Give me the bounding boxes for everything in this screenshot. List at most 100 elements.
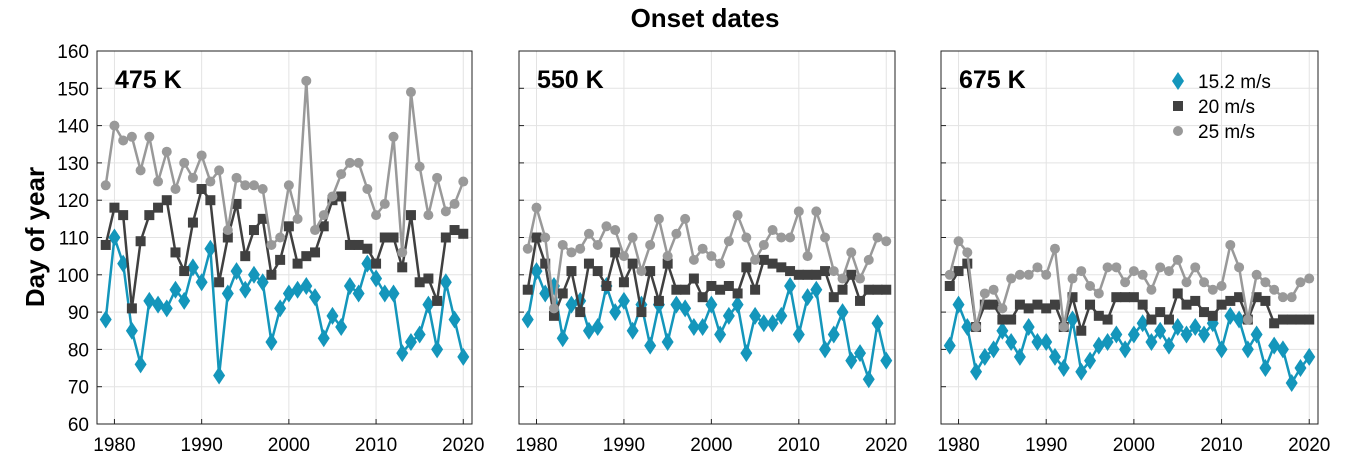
x-tick-label: 2020: [1288, 435, 1330, 456]
marker: [944, 280, 955, 291]
y-tick-label: 120: [57, 191, 89, 212]
marker: [1013, 347, 1026, 366]
marker: [317, 329, 330, 348]
marker: [169, 280, 182, 299]
marker: [1172, 254, 1183, 265]
marker: [247, 265, 260, 284]
marker: [679, 299, 692, 318]
marker: [423, 210, 434, 221]
marker: [610, 247, 621, 258]
marker: [240, 251, 251, 262]
marker: [195, 273, 208, 292]
marker: [801, 288, 814, 307]
marker: [548, 303, 559, 314]
x-tick-label: 1990: [1025, 435, 1067, 456]
marker: [997, 314, 1008, 325]
marker: [609, 303, 622, 322]
marker: [1242, 314, 1253, 325]
marker: [557, 288, 568, 299]
marker: [248, 225, 259, 236]
marker: [749, 306, 762, 325]
marker: [153, 202, 164, 213]
panel-label: 475 K: [115, 66, 182, 94]
marker: [978, 347, 991, 366]
marker: [811, 206, 822, 217]
marker: [378, 284, 391, 303]
marker: [827, 325, 840, 344]
marker: [1136, 314, 1149, 333]
marker: [1215, 340, 1228, 359]
marker: [327, 191, 338, 202]
marker: [776, 232, 787, 243]
legend-marker: [1173, 101, 1183, 111]
x-tick-label: 1990: [181, 435, 223, 456]
marker: [222, 232, 233, 243]
marker: [134, 355, 147, 374]
marker: [776, 262, 787, 273]
y-tick-label: 160: [57, 42, 89, 63]
marker: [1119, 340, 1132, 359]
marker: [1111, 262, 1122, 273]
marker: [257, 213, 268, 224]
marker: [1041, 303, 1052, 314]
marker: [170, 184, 181, 195]
marker: [645, 239, 656, 250]
marker: [135, 236, 146, 247]
marker: [397, 262, 408, 273]
marker: [1286, 292, 1297, 303]
marker: [186, 258, 199, 277]
marker: [458, 228, 469, 239]
marker: [161, 195, 172, 206]
marker: [335, 318, 348, 337]
marker: [750, 284, 761, 295]
marker: [310, 247, 321, 258]
marker: [153, 176, 164, 187]
marker: [248, 180, 259, 191]
marker: [962, 247, 973, 258]
marker: [880, 351, 893, 370]
marker: [1207, 284, 1218, 295]
legend-marker: [1172, 72, 1184, 90]
y-tick-label: 90: [68, 303, 89, 324]
marker: [645, 266, 656, 277]
marker: [741, 262, 752, 273]
marker: [449, 198, 460, 209]
marker: [1023, 269, 1034, 280]
marker: [1067, 273, 1078, 284]
marker: [449, 225, 460, 236]
marker: [1006, 314, 1017, 325]
marker: [785, 266, 796, 277]
marker: [837, 273, 848, 284]
marker: [565, 295, 578, 314]
marker: [1067, 292, 1078, 303]
marker: [326, 306, 339, 325]
marker: [344, 239, 355, 250]
marker: [353, 239, 364, 250]
marker: [705, 295, 718, 314]
marker: [766, 314, 779, 333]
marker: [1102, 262, 1113, 273]
marker: [126, 131, 137, 142]
marker: [396, 344, 409, 363]
marker: [414, 161, 425, 172]
marker: [617, 291, 630, 310]
marker: [741, 232, 752, 243]
marker: [1171, 318, 1184, 337]
x-tick-label: 1980: [937, 435, 979, 456]
x-tick-label: 2000: [1113, 435, 1155, 456]
marker: [310, 225, 321, 236]
marker: [1128, 266, 1139, 277]
marker: [944, 269, 955, 280]
marker: [715, 284, 726, 295]
marker: [353, 157, 364, 168]
y-tick-label: 70: [68, 378, 89, 399]
series-line: [104, 80, 465, 253]
y-tick-label: 140: [57, 117, 89, 138]
marker: [301, 251, 312, 262]
marker: [1180, 325, 1193, 344]
marker: [413, 325, 426, 344]
marker: [583, 228, 594, 239]
marker: [362, 184, 373, 195]
marker: [1076, 266, 1087, 277]
marker: [1032, 299, 1043, 310]
